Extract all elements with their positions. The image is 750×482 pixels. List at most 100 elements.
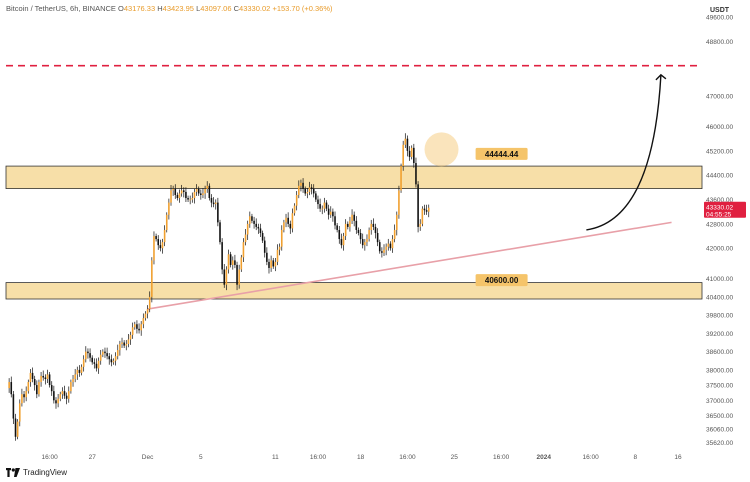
candle-body — [268, 261, 270, 268]
candle-body — [355, 220, 358, 230]
candle-body — [376, 233, 379, 243]
candle-body — [217, 202, 219, 223]
candle — [368, 227, 370, 242]
candle-body — [123, 342, 125, 346]
x-tick-label: Dec — [142, 454, 154, 461]
candle — [274, 257, 277, 272]
candle — [381, 247, 383, 258]
candle — [159, 239, 162, 252]
candle — [25, 386, 27, 402]
candle-body — [404, 138, 407, 145]
candle — [55, 397, 57, 409]
candle — [270, 255, 272, 272]
candle-body — [361, 239, 364, 246]
candle-body — [12, 394, 15, 419]
candle-body — [89, 353, 91, 358]
candle-body — [144, 313, 147, 319]
candle-body — [161, 242, 164, 249]
x-tick-label: 25 — [451, 454, 459, 461]
candle-body — [227, 254, 230, 270]
candle-body — [112, 360, 115, 363]
candle-body — [244, 234, 247, 243]
candle — [214, 199, 217, 210]
candle-body — [259, 228, 262, 233]
candle-body — [74, 374, 76, 379]
candle — [163, 225, 166, 247]
candle — [185, 187, 187, 202]
candle-body — [108, 356, 111, 360]
candle — [391, 235, 394, 253]
candle — [340, 233, 343, 249]
candle — [78, 365, 81, 377]
high-value: 43423.95 — [162, 4, 194, 13]
y-tick-label: 47000.00 — [706, 94, 733, 101]
candle-body — [99, 354, 102, 361]
candle — [110, 354, 113, 367]
candle-body — [410, 147, 413, 157]
candle-body — [306, 191, 309, 194]
candle — [16, 419, 19, 440]
x-tick-label: 8 — [634, 454, 638, 461]
candle — [261, 230, 264, 244]
tradingview-logo-icon — [6, 468, 20, 477]
candle-body — [191, 198, 194, 200]
candle-body — [236, 264, 238, 285]
candle-body — [14, 418, 17, 437]
candle — [12, 391, 15, 425]
candle — [334, 211, 336, 230]
candle — [298, 180, 300, 199]
candle-body — [221, 242, 223, 270]
candle-body — [319, 204, 321, 209]
current-price: 43330.02 — [706, 204, 733, 211]
candle-body — [342, 236, 345, 246]
candle — [276, 244, 279, 266]
candle-body — [364, 242, 366, 246]
candle-body — [400, 166, 402, 191]
candle-body — [295, 194, 298, 206]
candle-body — [332, 211, 334, 217]
candle-body — [44, 377, 47, 379]
candle — [287, 212, 289, 228]
candle — [10, 376, 13, 398]
candle — [74, 368, 76, 383]
brand-name: TradingView — [23, 468, 68, 477]
candle — [342, 232, 345, 251]
candle — [306, 187, 309, 199]
candle-body — [114, 356, 117, 361]
candle-body — [353, 214, 355, 221]
candle — [127, 333, 130, 348]
candle — [72, 375, 74, 387]
candle-body — [302, 182, 304, 189]
candle-body — [225, 269, 228, 285]
candle — [206, 181, 209, 193]
candle — [251, 213, 253, 224]
candle — [151, 257, 153, 303]
candle-body — [406, 138, 409, 151]
candle — [187, 195, 189, 202]
candle — [421, 206, 424, 227]
candle — [255, 218, 258, 231]
candle-body — [255, 223, 258, 227]
candle — [321, 205, 324, 215]
candle — [189, 195, 191, 205]
candle-body — [425, 210, 428, 212]
y-tick-label: 42800.00 — [706, 221, 733, 228]
candle — [202, 187, 204, 199]
candle — [129, 331, 132, 345]
candle-body — [329, 211, 332, 215]
y-tick-label: 36500.00 — [706, 413, 733, 420]
candle-body — [370, 223, 373, 230]
candle — [361, 233, 364, 249]
tradingview-brand[interactable]: TradingView — [6, 468, 67, 477]
candle-body — [266, 252, 268, 262]
candle — [42, 370, 45, 381]
candle — [336, 222, 338, 233]
candle-body — [261, 233, 264, 241]
candle — [246, 220, 249, 240]
candle-body — [95, 363, 98, 369]
candle — [280, 225, 283, 251]
candle — [415, 157, 417, 188]
x-tick-label: 16:00 — [41, 454, 58, 461]
candle-body — [325, 202, 328, 209]
